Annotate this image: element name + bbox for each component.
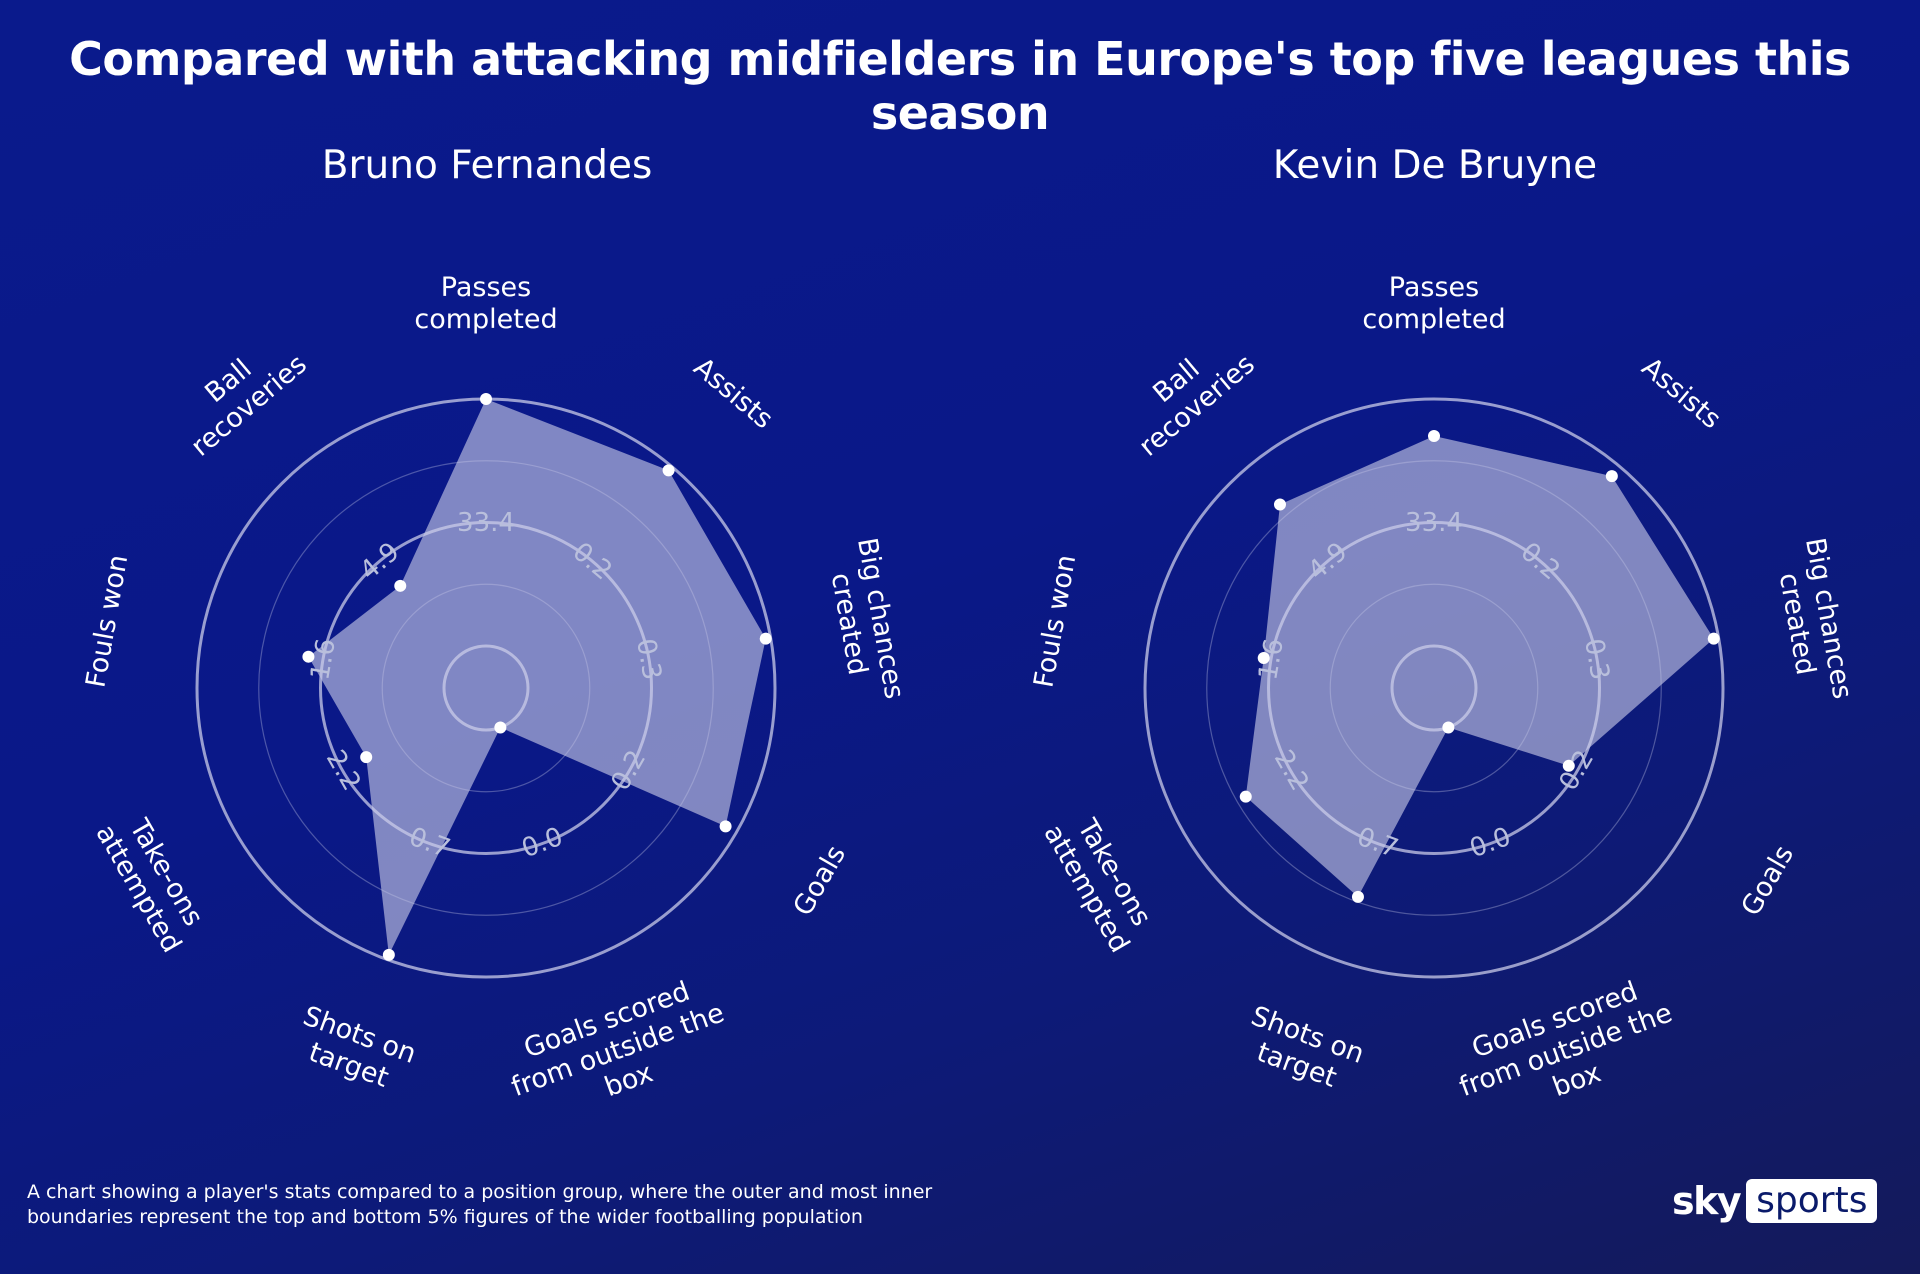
bruno-fernandes-axis-label-0-line-1: completed bbox=[414, 304, 557, 335]
bruno-fernandes-tick-label-0: 33.4 bbox=[457, 508, 515, 538]
bruno-fernandes-point-8 bbox=[394, 579, 407, 592]
bruno-fernandes-axis-label-6: Take-onsattempted bbox=[89, 803, 215, 958]
bruno-fernandes-axis-label-3: Goals bbox=[788, 840, 853, 921]
kevin-de-bruyne-axis-label-2: Big chancescreated bbox=[1767, 536, 1857, 707]
chart-title: Compared with attacking midfielders in E… bbox=[69, 32, 1851, 140]
kevin-de-bruyne-point-2 bbox=[1707, 632, 1720, 645]
kevin-de-bruyne-point-6 bbox=[1239, 790, 1252, 803]
kevin-de-bruyne-point-5 bbox=[1351, 890, 1364, 903]
bruno-fernandes-tick-label-4: 0.0 bbox=[518, 822, 567, 864]
kevin-de-bruyne-point-0 bbox=[1428, 430, 1440, 443]
kevin-de-bruyne-axis-label-7-line-0: Fouls won bbox=[1028, 552, 1082, 689]
bruno-fernandes-axis-label-7: Fouls won bbox=[80, 552, 134, 689]
bruno-fernandes-axis-label-5: Shots ontarget bbox=[288, 1001, 420, 1100]
footnote-line-1: A chart showing a player's stats compare… bbox=[27, 1181, 933, 1203]
bruno-fernandes-tick-label-6: 2.2 bbox=[320, 745, 367, 796]
bruno-fernandes-axis-label-0-line-0: Passes bbox=[441, 272, 531, 303]
bruno-fernandes-point-6 bbox=[360, 751, 373, 764]
player-name-bruno-fernandes: Bruno Fernandes bbox=[321, 143, 653, 188]
kevin-de-bruyne-axis-label-7: Fouls won bbox=[1028, 552, 1082, 689]
logo-sports-text: sports bbox=[1746, 1179, 1878, 1223]
kevin-de-bruyne-axis-label-8: Ballrecoveries bbox=[1113, 324, 1261, 462]
bruno-fernandes-axis-label-4: Goals scoredfrom outside thebox bbox=[496, 967, 739, 1133]
kevin-de-bruyne-axis-label-1: Assists bbox=[1636, 352, 1727, 435]
footnote: A chart showing a player's stats compare… bbox=[27, 1180, 987, 1230]
bruno-fernandes-point-3 bbox=[719, 820, 732, 833]
bruno-fernandes-axis-label-7-line-0: Fouls won bbox=[80, 552, 134, 689]
kevin-de-bruyne-point-8 bbox=[1273, 498, 1286, 511]
kevin-de-bruyne-axis-label-8-line-1: recoveries bbox=[1133, 349, 1260, 463]
kevin-de-bruyne-axis-label-0-line-0: Passes bbox=[1389, 272, 1479, 303]
bruno-fernandes-polygon bbox=[308, 399, 766, 955]
kevin-de-bruyne-axis-label-0-line-1: completed bbox=[1362, 304, 1505, 335]
bruno-fernandes-point-4 bbox=[494, 721, 507, 734]
kevin-de-bruyne-axis-label-4: Goals scoredfrom outside thebox bbox=[1444, 967, 1687, 1133]
bruno-fernandes-axis-label-1: Assists bbox=[688, 352, 779, 435]
kevin-de-bruyne-point-7 bbox=[1257, 651, 1270, 664]
kevin-de-bruyne-ring-2 bbox=[1143, 397, 1725, 979]
kevin-de-bruyne-axis-label-5: Shots ontarget bbox=[1236, 1001, 1368, 1100]
bruno-fernandes-point-0 bbox=[480, 393, 492, 405]
bruno-fernandes-axis-label-3-line-0: Goals bbox=[788, 840, 853, 921]
kevin-de-bruyne-axis-label-3: Goals bbox=[1736, 840, 1801, 921]
bruno-fernandes-point-1 bbox=[662, 464, 675, 477]
kevin-de-bruyne-axis-label-1-line-0: Assists bbox=[1636, 352, 1727, 435]
bruno-fernandes-point-2 bbox=[759, 632, 772, 645]
bruno-fernandes-axis-label-8-line-1: recoveries bbox=[185, 349, 312, 463]
kevin-de-bruyne-point-3 bbox=[1562, 759, 1575, 772]
bruno-fernandes-point-7 bbox=[302, 650, 315, 663]
kevin-de-bruyne-axis-label-3-line-0: Goals bbox=[1736, 840, 1801, 921]
bruno-fernandes-axis-label-8: Ballrecoveries bbox=[165, 324, 313, 462]
bruno-fernandes-axis-label-0: Passes completed bbox=[414, 272, 557, 335]
kevin-de-bruyne-point-4 bbox=[1442, 721, 1455, 734]
logo-sky-text: sky bbox=[1672, 1179, 1742, 1223]
footnote-line-2: boundaries represent the top and bottom … bbox=[27, 1206, 863, 1228]
sky-sports-logo: sky sports bbox=[1672, 1178, 1878, 1224]
bruno-fernandes-axis-label-2: Big chancescreated bbox=[819, 536, 909, 707]
bruno-fernandes-tick-label-2: 0.3 bbox=[630, 636, 667, 682]
bruno-fernandes-point-5 bbox=[382, 948, 395, 961]
kevin-de-bruyne-polygon bbox=[1245, 436, 1714, 897]
kevin-de-bruyne-axis-label-6: Take-onsattempted bbox=[1037, 803, 1163, 958]
kevin-de-bruyne-point-1 bbox=[1605, 470, 1618, 483]
kevin-de-bruyne-tick-label-2: 0.3 bbox=[1578, 636, 1615, 682]
player-name-kevin-de-bruyne: Kevin De Bruyne bbox=[1272, 143, 1598, 188]
kevin-de-bruyne-axis-label-0: Passes completed bbox=[1362, 272, 1505, 335]
kevin-de-bruyne-tick-label-4: 0.0 bbox=[1466, 822, 1515, 864]
bruno-fernandes-axis-label-1-line-0: Assists bbox=[688, 352, 779, 435]
kevin-de-bruyne-tick-label-0: 33.4 bbox=[1405, 508, 1463, 538]
